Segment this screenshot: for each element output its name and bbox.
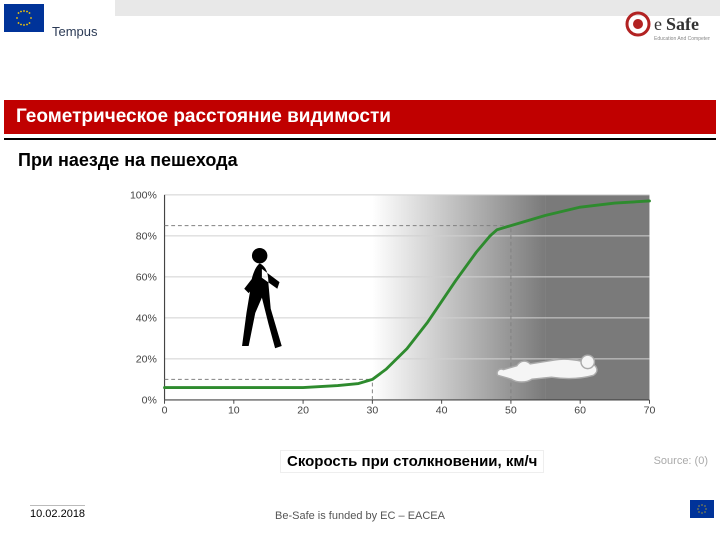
svg-text:30: 30 <box>367 404 379 416</box>
svg-text:80%: 80% <box>136 231 157 243</box>
x-axis-caption: Скорость при столкновении, км/ч <box>280 450 544 473</box>
eu-flag-footer-icon <box>690 500 714 518</box>
subtitle-text: При наезде на пешехода <box>18 150 238 171</box>
svg-text:60%: 60% <box>136 272 157 284</box>
svg-text:60: 60 <box>574 404 586 416</box>
svg-text:20%: 20% <box>136 354 157 366</box>
svg-text:10: 10 <box>228 404 240 416</box>
svg-text:e: e <box>654 14 662 34</box>
top-bar: Tempus eSafe Education And Competence <box>0 0 720 50</box>
tempus-label: Tempus <box>52 24 98 39</box>
svg-text:20: 20 <box>297 404 309 416</box>
svg-text:40%: 40% <box>136 313 157 325</box>
footer-center-text: Be-Safe is funded by EC – EACEA <box>0 510 720 522</box>
svg-text:70: 70 <box>644 404 656 416</box>
svg-text:50: 50 <box>505 404 517 416</box>
svg-text:0%: 0% <box>142 395 157 407</box>
svg-text:Education And Competence: Education And Competence <box>654 36 710 42</box>
title-bar: Геометрическое расстояние видимости <box>4 100 716 134</box>
svg-text:Safe: Safe <box>666 14 699 34</box>
esafe-logo: eSafe Education And Competence <box>620 6 710 46</box>
probability-chart: 0% 20% 40% 60% 80% 100% 0 10 20 30 40 50 60 70 <box>110 185 670 445</box>
svg-text:40: 40 <box>436 404 448 416</box>
title-bar-wrap: Геометрическое расстояние видимости <box>0 100 720 140</box>
svg-text:100%: 100% <box>130 190 157 202</box>
chart-svg: 0%20%40%60%80%100%010203040506070 <box>152 191 662 421</box>
slide-root: Tempus eSafe Education And Competence Ге… <box>0 0 720 540</box>
title-underline <box>4 134 716 140</box>
svg-text:0: 0 <box>162 404 168 416</box>
eu-flag-icon <box>4 4 44 32</box>
pedestrian-icon <box>242 248 282 348</box>
source-label: Source: (0) <box>654 455 708 467</box>
